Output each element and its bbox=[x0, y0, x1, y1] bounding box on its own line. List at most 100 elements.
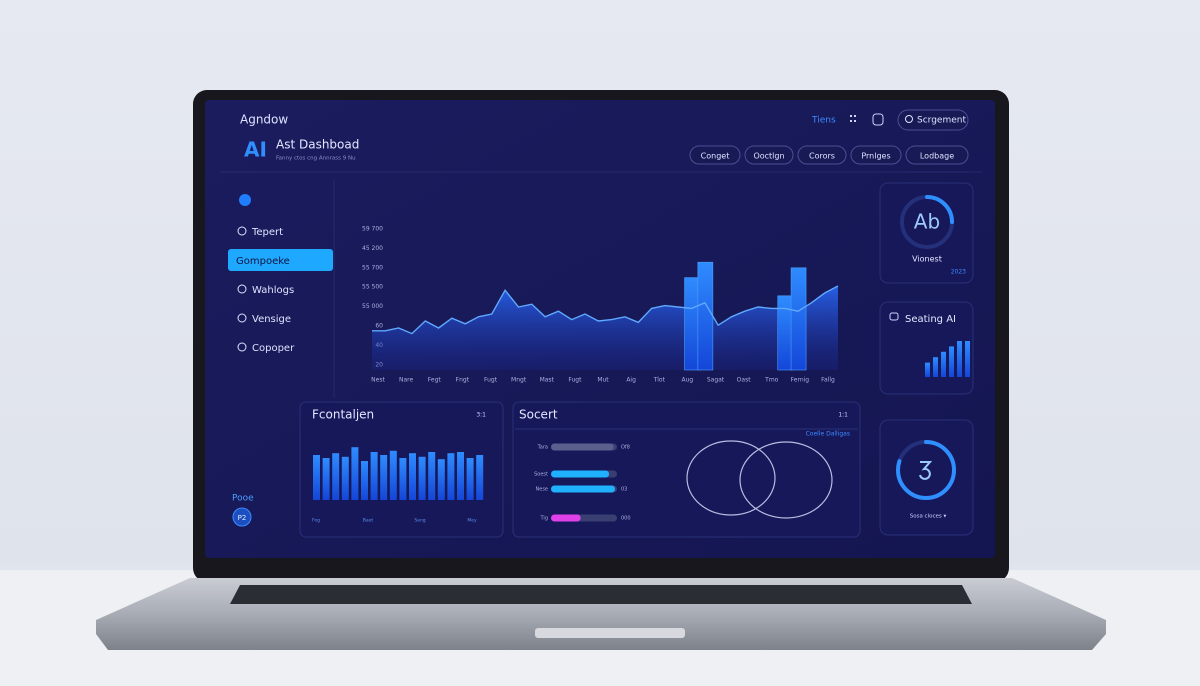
sidebar-item[interactable]: Gompoeke bbox=[236, 256, 290, 267]
grid-icon[interactable] bbox=[850, 115, 856, 122]
sidebar-item[interactable]: Wahlogs bbox=[252, 285, 294, 296]
sidebar-item[interactable]: Copoper bbox=[252, 343, 295, 354]
bar bbox=[313, 455, 320, 500]
filter-label: Prnlges bbox=[861, 152, 890, 161]
bar bbox=[777, 295, 794, 371]
x-label: Fugt bbox=[484, 377, 498, 384]
line bbox=[372, 285, 839, 335]
filter-label: Lodbage bbox=[920, 152, 954, 161]
search-icon bbox=[905, 115, 913, 123]
bar bbox=[361, 461, 368, 500]
sidebar-footer: Pooe bbox=[232, 494, 254, 504]
row-bar bbox=[551, 514, 581, 522]
bar bbox=[370, 452, 378, 500]
bar bbox=[322, 458, 330, 500]
y-label: 55 700 bbox=[362, 264, 383, 271]
avatar[interactable] bbox=[232, 507, 252, 527]
filter-label: Ooctlgn bbox=[753, 152, 784, 161]
ring-year: 2023 bbox=[951, 269, 966, 276]
bar bbox=[399, 458, 407, 500]
y-label: 45 200 bbox=[362, 245, 383, 252]
nav-link[interactable]: Tiens bbox=[811, 116, 836, 126]
filter-button[interactable] bbox=[689, 145, 741, 165]
filter-button[interactable] bbox=[850, 145, 902, 165]
card-badge: 3:1 bbox=[476, 412, 486, 419]
y-label: 60 bbox=[375, 323, 383, 330]
bar bbox=[957, 341, 962, 377]
doc-icon[interactable] bbox=[872, 113, 884, 126]
filters: Conget Ooctlgn Corors Prnlges Lodbage bbox=[689, 145, 969, 165]
x-label: Tmo bbox=[764, 377, 779, 384]
card-title: Socert bbox=[519, 408, 558, 422]
ring-caption: Vionest bbox=[912, 255, 942, 264]
card-bars: Fog Baet Sang Mey bbox=[312, 447, 484, 524]
bar bbox=[790, 267, 807, 371]
row-note: 000 bbox=[621, 516, 631, 522]
sidebar-item[interactable]: Tepert bbox=[251, 227, 283, 238]
card-rows: Tara Of8 Soest Nese 03 Tig 000 bbox=[534, 443, 631, 522]
x-label: Fngt bbox=[456, 377, 470, 384]
row-bar bbox=[551, 470, 610, 478]
row-label: Soest bbox=[534, 472, 548, 478]
x-label: Aug bbox=[682, 377, 694, 384]
x-label: Mast bbox=[540, 377, 555, 384]
item-icon bbox=[237, 226, 247, 236]
x-label: Sagat bbox=[707, 377, 725, 384]
row-bar bbox=[551, 443, 614, 451]
filter-button[interactable] bbox=[797, 145, 847, 165]
bar bbox=[380, 455, 388, 500]
bar bbox=[941, 351, 946, 377]
item-icon bbox=[237, 313, 247, 323]
filter-label: Conget bbox=[701, 152, 730, 161]
x-label: Fallg bbox=[821, 377, 835, 384]
sidebar-item[interactable]: Vensige bbox=[252, 314, 291, 325]
app-name: Agndow bbox=[240, 113, 288, 127]
legend: Coelle Dalligas bbox=[806, 431, 850, 438]
card bbox=[879, 419, 974, 536]
filter-button[interactable] bbox=[905, 145, 969, 165]
venn-circle bbox=[739, 441, 833, 519]
y-label: 55 500 bbox=[362, 284, 383, 291]
ring-label: Ab bbox=[914, 210, 940, 234]
bar bbox=[437, 459, 445, 500]
item-icon bbox=[237, 342, 247, 352]
x-label: Mut bbox=[597, 377, 609, 384]
filter-label: Corors bbox=[809, 152, 835, 161]
x-label: Fernig bbox=[791, 377, 810, 384]
bar bbox=[332, 453, 340, 500]
bar bbox=[447, 453, 455, 500]
bar bbox=[389, 450, 397, 500]
bar-label: Mey bbox=[467, 518, 477, 524]
bar bbox=[933, 357, 938, 377]
search-label: Scrgement bbox=[917, 116, 966, 126]
x-label: Tlot bbox=[653, 377, 666, 384]
item-icon bbox=[237, 284, 247, 294]
ring-progress bbox=[896, 440, 956, 500]
bar bbox=[466, 458, 474, 500]
dashboard-title: Ast Dashboad bbox=[276, 138, 359, 152]
bar bbox=[409, 453, 416, 500]
venn-circle bbox=[686, 440, 776, 516]
bar bbox=[965, 341, 970, 377]
x-label: Nare bbox=[399, 377, 414, 384]
search-button[interactable] bbox=[897, 109, 969, 131]
bar bbox=[697, 261, 714, 371]
ring-progress bbox=[900, 195, 954, 249]
bar bbox=[428, 452, 436, 500]
gauge-icon bbox=[919, 461, 933, 480]
gauge bbox=[896, 440, 956, 500]
filter-button[interactable] bbox=[744, 145, 794, 165]
bar bbox=[925, 362, 930, 377]
row-label: Tara bbox=[537, 445, 548, 451]
card-title: Fcontaljen bbox=[312, 408, 374, 422]
bar bbox=[457, 452, 464, 500]
active-item[interactable] bbox=[228, 249, 333, 271]
bar-label: Sang bbox=[414, 518, 425, 524]
x-label: Oast bbox=[737, 377, 752, 384]
bar bbox=[949, 346, 954, 377]
row-note: 03 bbox=[621, 487, 627, 493]
sidebar-logo bbox=[239, 194, 251, 206]
